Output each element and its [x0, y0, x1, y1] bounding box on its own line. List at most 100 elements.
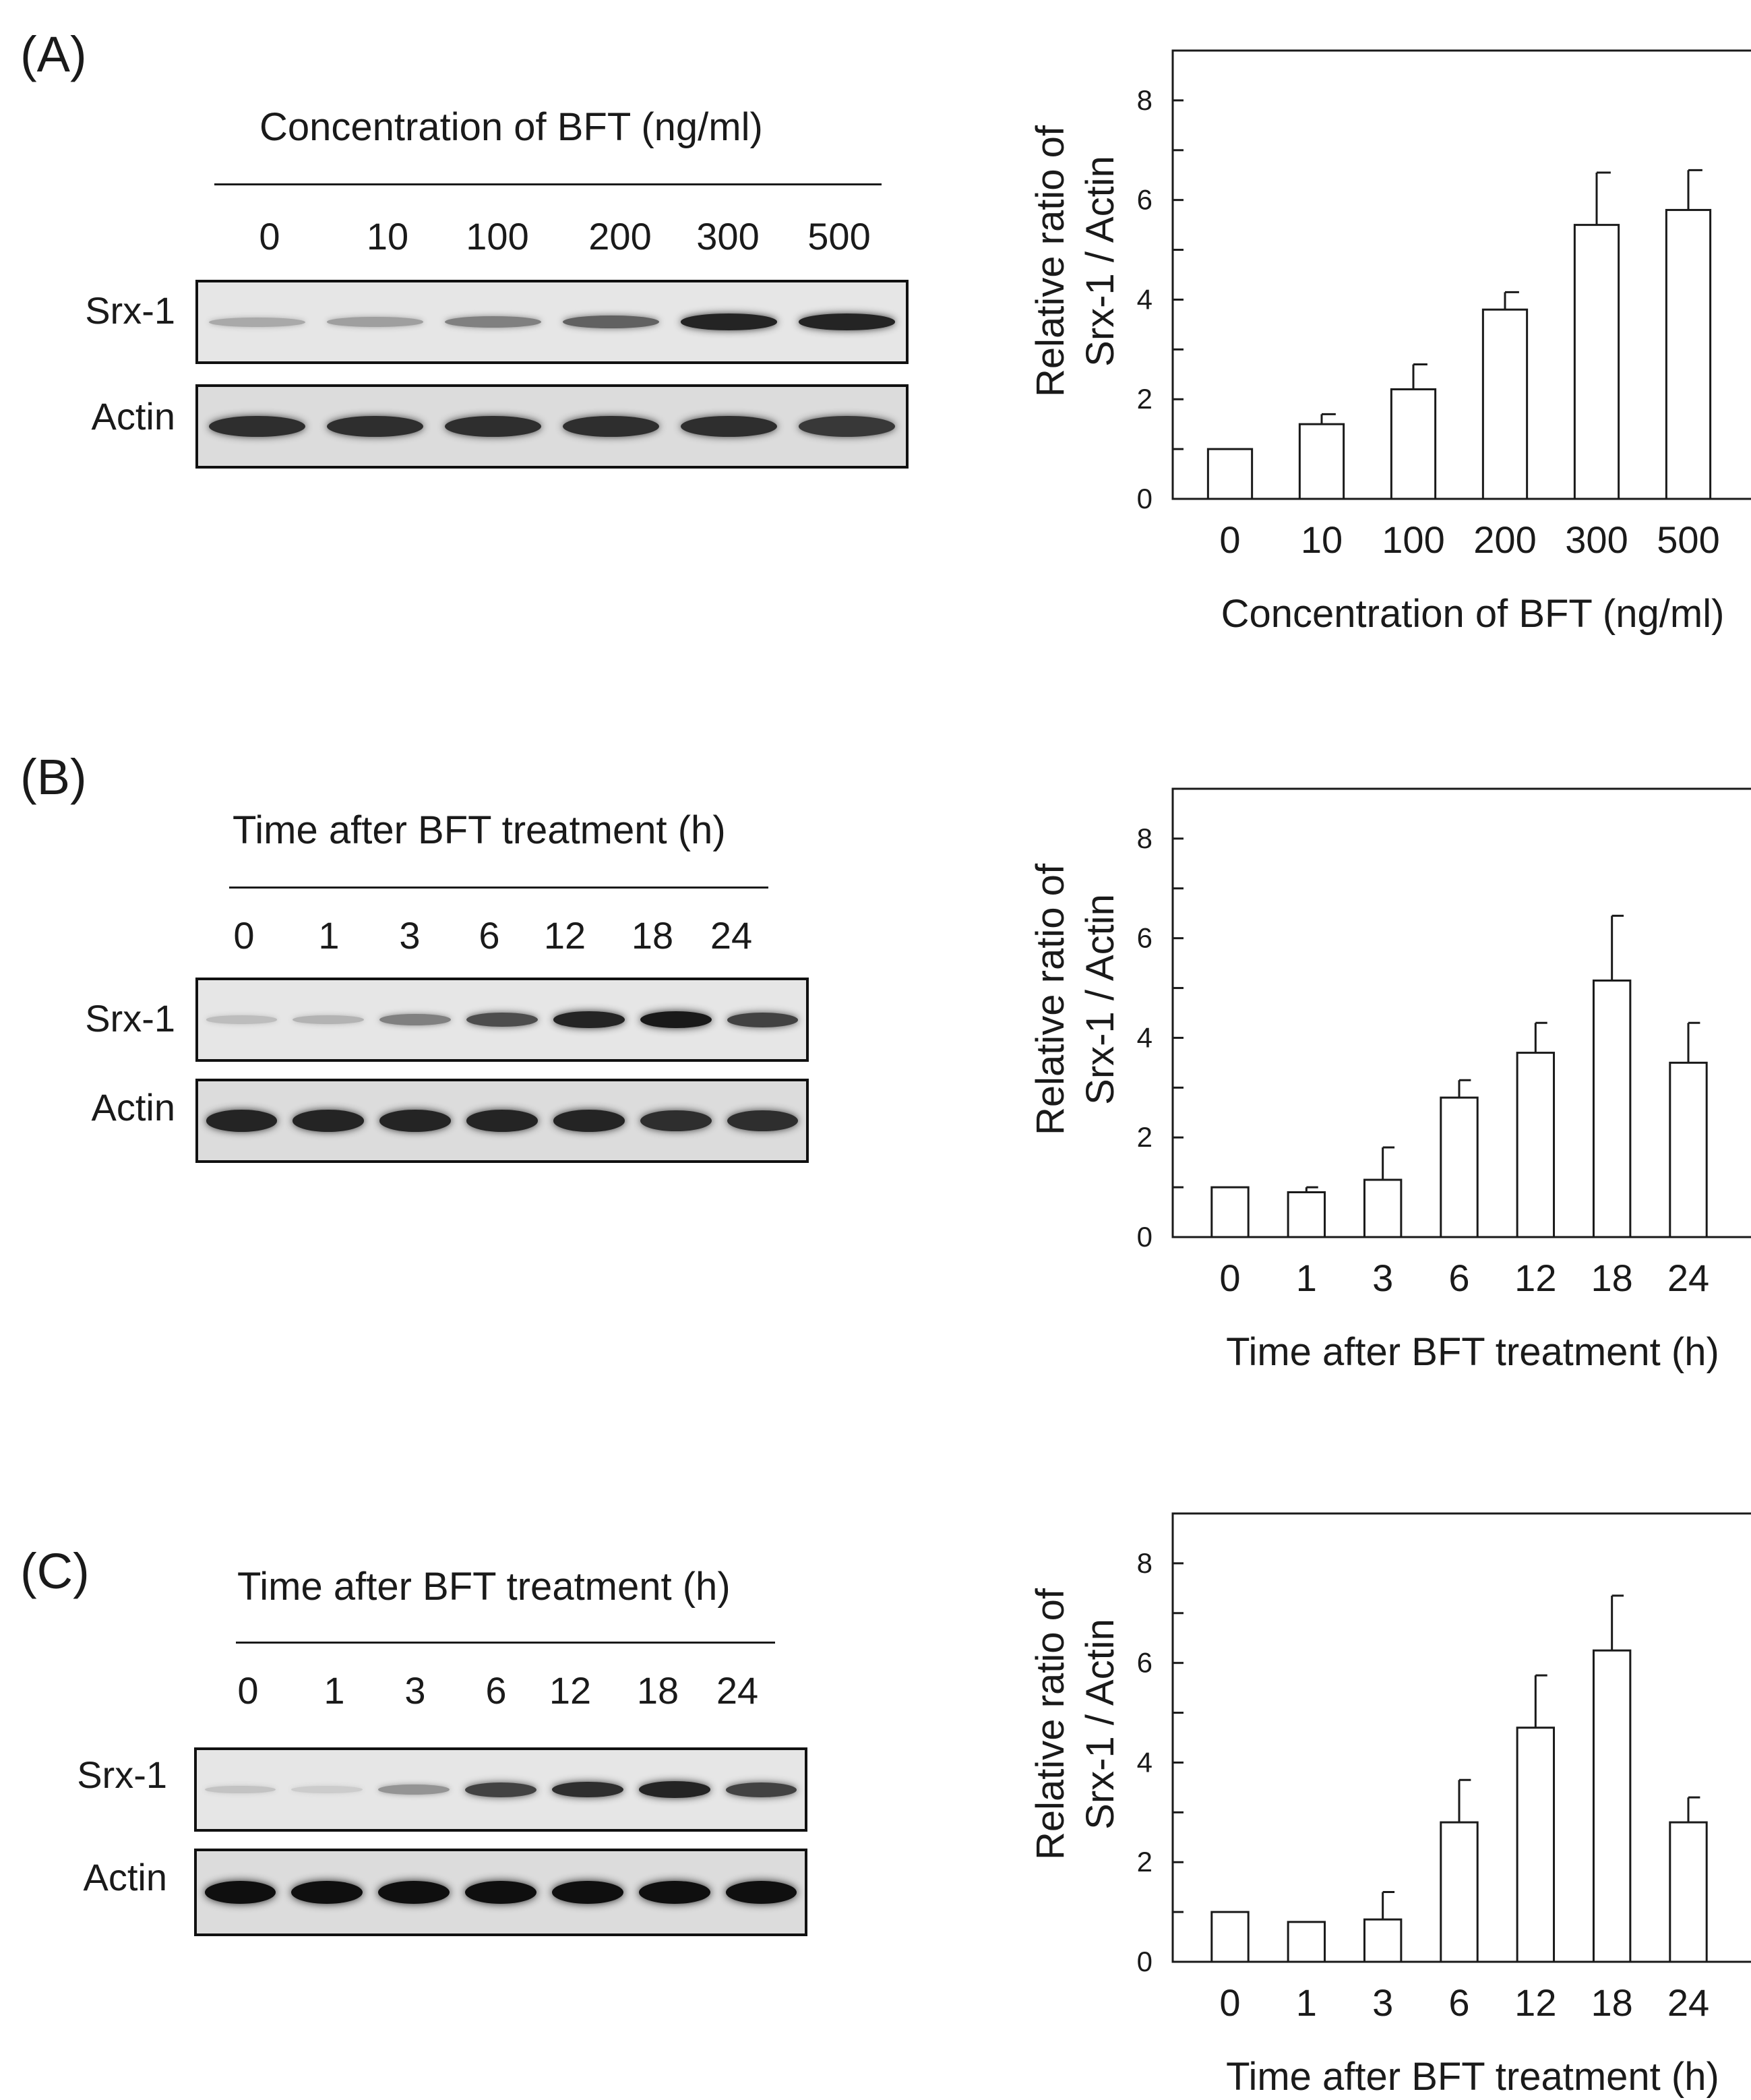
y-tick-label: 0 — [1137, 483, 1153, 514]
band-actin — [293, 1110, 365, 1132]
x-tick-label: 24 — [1667, 1981, 1709, 2024]
x-tick-label: 6 — [1448, 1981, 1469, 2024]
panel-label: (A) — [20, 26, 87, 82]
lane-label: 3 — [399, 914, 421, 957]
lane-label: 0 — [233, 914, 255, 957]
y-axis-label: Relative ratio of — [1028, 863, 1072, 1135]
row-label-actin: Actin — [83, 1856, 168, 1898]
band-srx1 — [725, 1782, 797, 1797]
x-tick-label: 0 — [1219, 1981, 1240, 2024]
bar — [1210, 1186, 1250, 1238]
blot-title-rule — [214, 183, 882, 185]
band-srx1 — [680, 313, 778, 330]
y-axis-label: Srx-1 / Actin — [1078, 894, 1122, 1105]
row-label-srx1: Srx-1 — [85, 997, 175, 1040]
band-srx1 — [208, 317, 306, 327]
bar — [1481, 308, 1529, 500]
lane-label: 18 — [636, 1669, 679, 1712]
plot-frame — [1171, 49, 1751, 500]
y-tick-label: 6 — [1137, 1647, 1153, 1679]
lane-label: 12 — [543, 914, 586, 957]
band-srx1 — [444, 316, 542, 328]
y-tick-label: 8 — [1137, 1547, 1153, 1579]
bar — [1592, 979, 1632, 1238]
band-actin — [444, 415, 542, 438]
bar — [1665, 208, 1712, 500]
blot-title-rule — [229, 887, 768, 889]
y-tick-label: 4 — [1137, 1021, 1153, 1053]
lane-label: 10 — [366, 215, 409, 258]
band-srx1 — [466, 1012, 538, 1027]
bar — [1287, 1191, 1326, 1238]
band-srx1 — [553, 1011, 625, 1028]
western-blot-srx1 — [194, 1747, 807, 1832]
band-srx1 — [291, 1785, 363, 1794]
x-axis-label: Concentration of BFT (ng/ml) — [1221, 592, 1725, 636]
band-srx1 — [326, 317, 424, 327]
x-tick-label: 18 — [1591, 1257, 1633, 1299]
band-srx1 — [798, 313, 896, 330]
bar — [1287, 1921, 1326, 1963]
lane-label: 1 — [324, 1669, 345, 1712]
lane-label: 0 — [237, 1669, 259, 1712]
x-tick-label: 3 — [1372, 1981, 1393, 2024]
x-tick-label: 12 — [1514, 1981, 1556, 2024]
y-axis-label: Srx-1 / Actin — [1078, 1619, 1122, 1830]
x-tick-label: 0 — [1219, 518, 1240, 561]
x-tick-label: 300 — [1565, 518, 1628, 561]
band-actin — [725, 1881, 797, 1904]
y-tick-label: 4 — [1137, 283, 1153, 315]
lane-label: 24 — [710, 914, 753, 957]
y-tick-label: 6 — [1137, 184, 1153, 216]
bar — [1669, 1061, 1708, 1238]
bar-chart: 0 2 4 6 8 0 10 100 200 300 500 Concentration of BFT… — [1028, 49, 1751, 636]
band-srx1 — [378, 1784, 450, 1795]
band-actin — [640, 1110, 712, 1132]
panel-a: (A) Concentration of BFT (ng/ml) Srx-1 A… — [0, 0, 1751, 698]
lane-label: 3 — [404, 1669, 426, 1712]
x-tick-label: 1 — [1296, 1257, 1317, 1299]
band-actin — [291, 1881, 363, 1904]
x-tick-label: 18 — [1591, 1981, 1633, 2024]
row-label-srx1: Srx-1 — [77, 1753, 167, 1796]
band-srx1 — [562, 315, 660, 329]
lane-label: 0 — [259, 215, 280, 258]
blot-title: Concentration of BFT (ng/ml) — [259, 105, 763, 149]
band-actin — [208, 415, 306, 438]
band-actin — [553, 1110, 625, 1132]
x-axis-label: Time after BFT treatment (h) — [1226, 2055, 1719, 2099]
band-srx1 — [206, 1015, 278, 1024]
band-srx1 — [552, 1781, 623, 1798]
bar — [1669, 1821, 1708, 1963]
x-tick-label: 24 — [1667, 1257, 1709, 1299]
bar — [1440, 1821, 1479, 1963]
band-actin — [638, 1881, 710, 1904]
y-tick-label: 2 — [1137, 383, 1153, 415]
band-srx1 — [638, 1781, 710, 1798]
row-label-actin: Actin — [91, 395, 176, 438]
lane-label: 18 — [631, 914, 674, 957]
band-srx1 — [293, 1015, 365, 1025]
y-tick-label: 6 — [1137, 922, 1153, 954]
band-srx1 — [379, 1013, 451, 1026]
band-actin — [465, 1881, 536, 1904]
panel-b: (B) Time after BFT treatment (h) Srx-1 A… — [0, 721, 1751, 1419]
blot-title: Time after BFT treatment (h) — [233, 808, 726, 852]
panel-label: (C) — [20, 1543, 90, 1599]
lane-label: 1 — [318, 914, 340, 957]
x-tick-label: 10 — [1301, 518, 1343, 561]
x-tick-label: 100 — [1382, 518, 1444, 561]
lane-label: 6 — [479, 914, 500, 957]
band-actin — [680, 415, 778, 438]
row-label-actin: Actin — [91, 1086, 176, 1129]
bar — [1592, 1649, 1632, 1963]
band-actin — [204, 1881, 276, 1904]
x-tick-label: 1 — [1296, 1981, 1317, 2024]
y-tick-label: 4 — [1137, 1746, 1153, 1778]
bar — [1440, 1096, 1479, 1238]
band-actin — [552, 1881, 623, 1904]
bar — [1210, 1911, 1250, 1963]
band-actin — [326, 415, 424, 438]
y-axis-label: Relative ratio of — [1028, 125, 1072, 397]
